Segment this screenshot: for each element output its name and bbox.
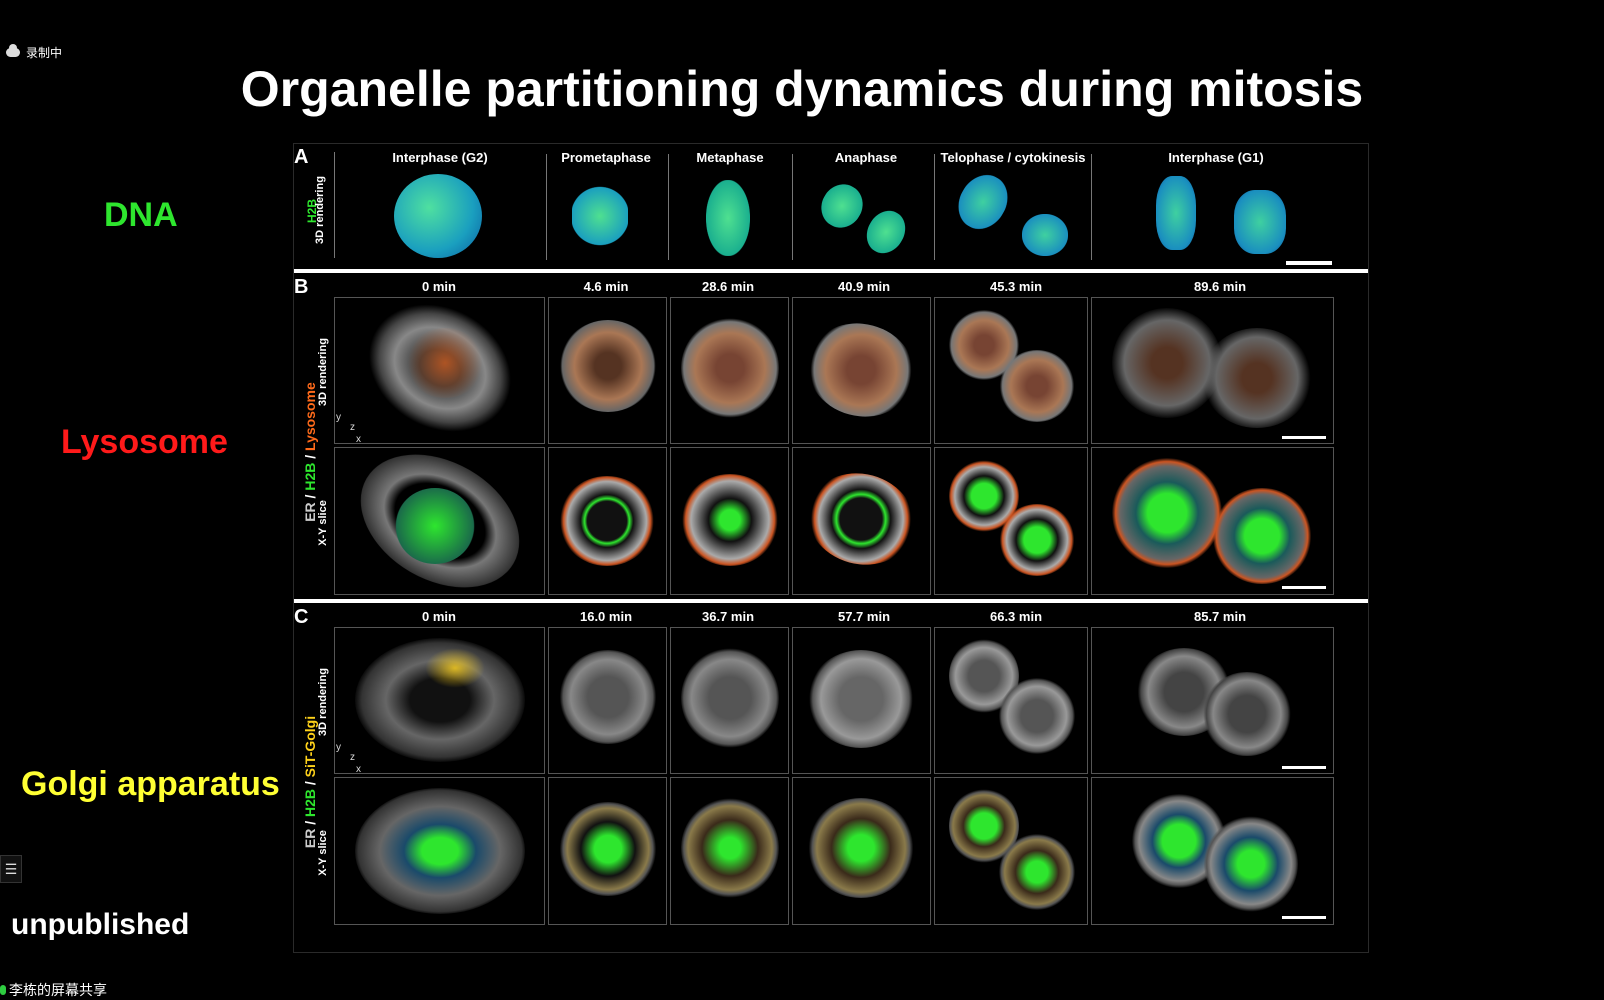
menu-icon[interactable]: ☰ (0, 855, 22, 883)
chromatin-metaphase (706, 180, 750, 256)
time-label: 66.3 min (989, 609, 1043, 624)
time-label: 16.0 min (579, 609, 633, 624)
image-tile (670, 777, 789, 925)
panel-divider (294, 599, 1368, 603)
marker-separator: / (302, 490, 318, 503)
phase-label: Metaphase (696, 150, 764, 165)
time-label: 57.7 min (837, 609, 891, 624)
screen-share-indicator: 李栋的屏幕共享 (0, 980, 107, 1000)
row-mode-label: X-Y slice (317, 500, 329, 546)
time-label: 0 min (422, 609, 456, 624)
image-tile (334, 777, 545, 925)
time-label: 0 min (422, 279, 456, 294)
panel-divider (294, 269, 1368, 273)
image-tile (548, 297, 667, 444)
scale-bar (1286, 261, 1332, 265)
time-label: 40.9 min (837, 279, 891, 294)
er-marker: ER (302, 828, 318, 849)
image-tile (1091, 777, 1334, 925)
row-mode-label: 3D rendering (317, 668, 329, 736)
recording-indicator: 录制中 (6, 44, 62, 61)
chromatin-prometaphase (572, 186, 628, 246)
cloud-icon (6, 44, 20, 57)
chromatin-anaphase-1 (813, 176, 871, 236)
image-tile (670, 297, 789, 444)
image-tile (792, 297, 931, 444)
slide-title: Organelle partitioning dynamics during m… (240, 61, 1364, 117)
time-label: 45.3 min (989, 279, 1043, 294)
label-golgi: Golgi apparatus (21, 765, 280, 803)
image-tile (934, 777, 1088, 925)
row-mode-label: X-Y slice (317, 830, 329, 876)
panel-b-letter: B (294, 276, 309, 298)
time-label: 36.7 min (701, 609, 755, 624)
phase-label: Telophase / cytokinesis (940, 150, 1086, 165)
image-tile (934, 297, 1088, 444)
lysosome-marker: Lysosome (302, 382, 318, 451)
recording-label: 录制中 (26, 46, 63, 60)
chromatin-g1-1 (1156, 176, 1196, 250)
phase-label: Interphase (G2) (392, 150, 488, 165)
label-dna: DNA (104, 196, 178, 234)
chromatin-g1-2 (1234, 190, 1286, 254)
panel-c-letter: C (294, 606, 309, 628)
h2b-marker: H2B (302, 789, 318, 818)
label-unpublished: unpublished (11, 908, 190, 941)
image-tile (792, 627, 931, 774)
phase-label: Interphase (G1) (1168, 150, 1264, 165)
marker-separator: / (302, 450, 318, 463)
chromatin-anaphase-2 (859, 203, 913, 261)
image-tile (670, 627, 789, 774)
er-marker: ER (302, 502, 318, 522)
phase-label: Anaphase (834, 150, 898, 165)
label-lysosome: Lysosome (61, 423, 228, 461)
image-tile (334, 627, 545, 774)
panel-a-mode: 3D rendering (314, 176, 326, 244)
chromatin-telophase-2 (1022, 214, 1068, 256)
image-tile (670, 447, 789, 595)
time-label: 85.7 min (1193, 609, 1247, 624)
time-label: 28.6 min (701, 279, 755, 294)
image-tile (1091, 627, 1334, 774)
image-tile (548, 447, 667, 595)
image-tile (1091, 297, 1334, 444)
microscopy-figure: A H2B 3D rendering Interphase (G2) Prome… (293, 143, 1369, 953)
panel-a-letter: A (294, 146, 309, 168)
time-label: 89.6 min (1193, 279, 1247, 294)
panel-c-marker-label: ER / H2B / SiT-Golgi (302, 702, 318, 862)
image-tile (334, 297, 545, 444)
image-tile (334, 447, 545, 595)
screen-share-label: 李栋的屏幕共享 (9, 982, 107, 998)
chromatin-telophase-1 (949, 166, 1017, 238)
phase-label: Prometaphase (561, 150, 651, 165)
microphone-icon (0, 985, 6, 995)
image-tile (548, 627, 667, 774)
time-label: 4.6 min (583, 279, 629, 294)
image-tile (792, 447, 931, 595)
image-tile (934, 447, 1088, 595)
row-mode-label: 3D rendering (317, 338, 329, 406)
golgi-marker: SiT-Golgi (302, 715, 318, 778)
marker-separator: / (302, 777, 318, 789)
chromatin-g2 (394, 174, 482, 258)
image-tile (934, 627, 1088, 774)
image-tile (548, 777, 667, 925)
h2b-marker: H2B (302, 462, 318, 491)
image-tile (1091, 447, 1334, 595)
panel-b-marker-label: ER / H2B / Lysosome (302, 372, 318, 532)
image-tile (792, 777, 931, 925)
marker-separator: / (302, 817, 318, 829)
